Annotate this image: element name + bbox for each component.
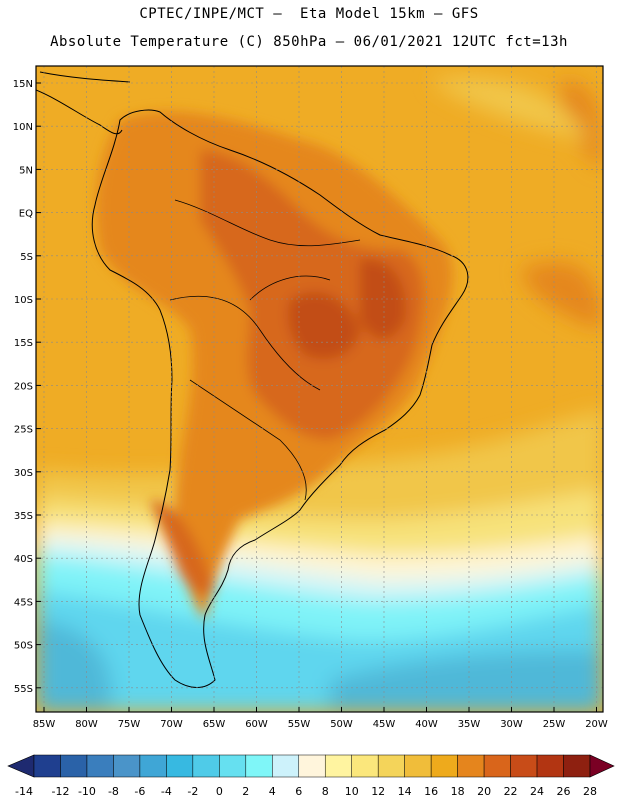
map-frame	[35, 65, 604, 713]
colorbar-swatch	[563, 754, 591, 778]
colorbar-label: 0	[216, 785, 223, 798]
lon-tick-label: 55W	[288, 719, 311, 730]
colorbar-label: 20	[477, 785, 491, 798]
colorbar-swatch	[351, 754, 379, 778]
colorbar-labels: -14 -12 -10 -8 -6 -4 -2 0 2 4 6 8 10 12 14 16 18 20 22 24 26…	[15, 785, 597, 798]
lon-tick-label: 40W	[415, 719, 438, 730]
lat-tick-label: 55S	[14, 684, 33, 695]
field-gold-atlantic	[430, 77, 590, 140]
lat-tick-label: 25S	[14, 425, 33, 436]
field-cold-patch	[36, 620, 112, 712]
lat-tick-label: 35S	[14, 511, 33, 522]
colorbar-swatch	[60, 754, 88, 778]
latitude-axis: 15N 10N 5N EQ 5S 10S 15S 20S 25S 30S 35S 40S 45S 50S 5…	[13, 79, 41, 695]
lat-tick-label: 15N	[13, 79, 33, 90]
lon-tick-label: 20W	[585, 719, 608, 730]
colorbar-label: 8	[322, 785, 329, 798]
lat-tick-label: 5N	[19, 165, 33, 176]
colorbar-label: 14	[398, 785, 412, 798]
border-1	[174, 199, 361, 247]
colorbar-label: 2	[242, 785, 249, 798]
title-line-1: CPTEC/INPE/MCT – Eta Model 15km – GFS	[139, 6, 479, 22]
coastline-south-america	[91, 109, 469, 688]
colorbar-swatch	[457, 754, 485, 778]
colorbar-label: -6	[134, 785, 145, 798]
lat-tick-label: 20S	[14, 381, 33, 392]
border-4	[249, 275, 331, 301]
colorbar-high-arrow	[589, 754, 615, 778]
colorbar-swatch	[192, 754, 220, 778]
colorbar-label: 22	[504, 785, 518, 798]
lon-tick-label: 80W	[75, 719, 98, 730]
lat-tick-label: 5S	[20, 252, 33, 263]
colorbar-label: -12	[51, 785, 69, 798]
colorbar-label: -10	[78, 785, 96, 798]
colorbar-label: 28	[583, 785, 597, 798]
colorbar-swatch	[166, 754, 194, 778]
colorbar-label: 26	[557, 785, 571, 798]
lon-tick-label: 60W	[245, 719, 268, 730]
field-warm-atlantic	[560, 80, 603, 170]
colorbar-label: 6	[295, 785, 302, 798]
coastline	[36, 71, 469, 688]
colorbar-label: 4	[269, 785, 276, 798]
colorbar-label: -14	[15, 785, 33, 798]
colorbar-swatch	[430, 754, 458, 778]
field-cold-patch-2	[330, 650, 603, 712]
lon-tick-label: 75W	[118, 719, 141, 730]
colorbar-swatch	[86, 754, 114, 778]
colorbar-swatch	[33, 754, 61, 778]
colorbar-swatch	[377, 754, 405, 778]
colorbar-swatch	[113, 754, 141, 778]
title-line-2: Absolute Temperature (C) 850hPa – 06/01/…	[50, 34, 568, 50]
colorbar-label: 12	[371, 785, 385, 798]
colorbar-swatch	[245, 754, 273, 778]
lon-tick-label: 30W	[500, 719, 523, 730]
colorbar-label: 24	[530, 785, 544, 798]
lat-tick-label: 45S	[14, 597, 33, 608]
colorbar-label: 10	[345, 785, 359, 798]
lat-tick-label: 40S	[14, 554, 33, 565]
colorbar-swatch	[483, 754, 511, 778]
colorbar-swatch	[139, 754, 167, 778]
colorbar-label: -4	[161, 785, 172, 798]
colorbar-low-arrow	[7, 754, 35, 778]
longitude-axis: 85W 80W 75W 70W 65W 60W 55W 50W 45W 40W 35W 30W 25W 2…	[33, 707, 608, 730]
lon-tick-label: 85W	[33, 719, 56, 730]
colorbar-swatch	[404, 754, 432, 778]
border-3	[189, 379, 307, 501]
colorbar-swatch	[324, 754, 352, 778]
lon-tick-label: 35W	[458, 719, 481, 730]
colorbar-swatch	[298, 754, 326, 778]
colorbar-swatch	[272, 754, 300, 778]
coastline-caribbean	[39, 71, 131, 83]
colorbar-label: -8	[108, 785, 119, 798]
lon-tick-label: 50W	[330, 719, 353, 730]
colorbar-label: -2	[187, 785, 198, 798]
field-andes-hot	[150, 500, 215, 594]
lon-tick-label: 70W	[160, 719, 183, 730]
lat-tick-label: 50S	[14, 641, 33, 652]
colorbar	[7, 754, 615, 778]
lon-tick-label: 45W	[373, 719, 396, 730]
field-warm-atlantic-2	[520, 261, 603, 330]
lon-tick-label: 25W	[543, 719, 566, 730]
lat-tick-label: 30S	[14, 468, 33, 479]
border-2	[169, 295, 321, 391]
colorbar-swatch	[219, 754, 247, 778]
colorbar-label: 16	[424, 785, 438, 798]
lat-tick-label: 10N	[13, 122, 33, 133]
lon-tick-label: 65W	[203, 719, 226, 730]
lat-tick-label: 15S	[14, 338, 33, 349]
colorbar-swatch	[536, 754, 564, 778]
colorbar-swatch	[510, 754, 538, 778]
coastline-central-america	[36, 89, 123, 135]
lat-tick-label: 10S	[14, 295, 33, 306]
lat-tick-label: EQ	[19, 209, 33, 220]
colorbar-label: 18	[451, 785, 465, 798]
temperature-field	[36, 66, 603, 712]
